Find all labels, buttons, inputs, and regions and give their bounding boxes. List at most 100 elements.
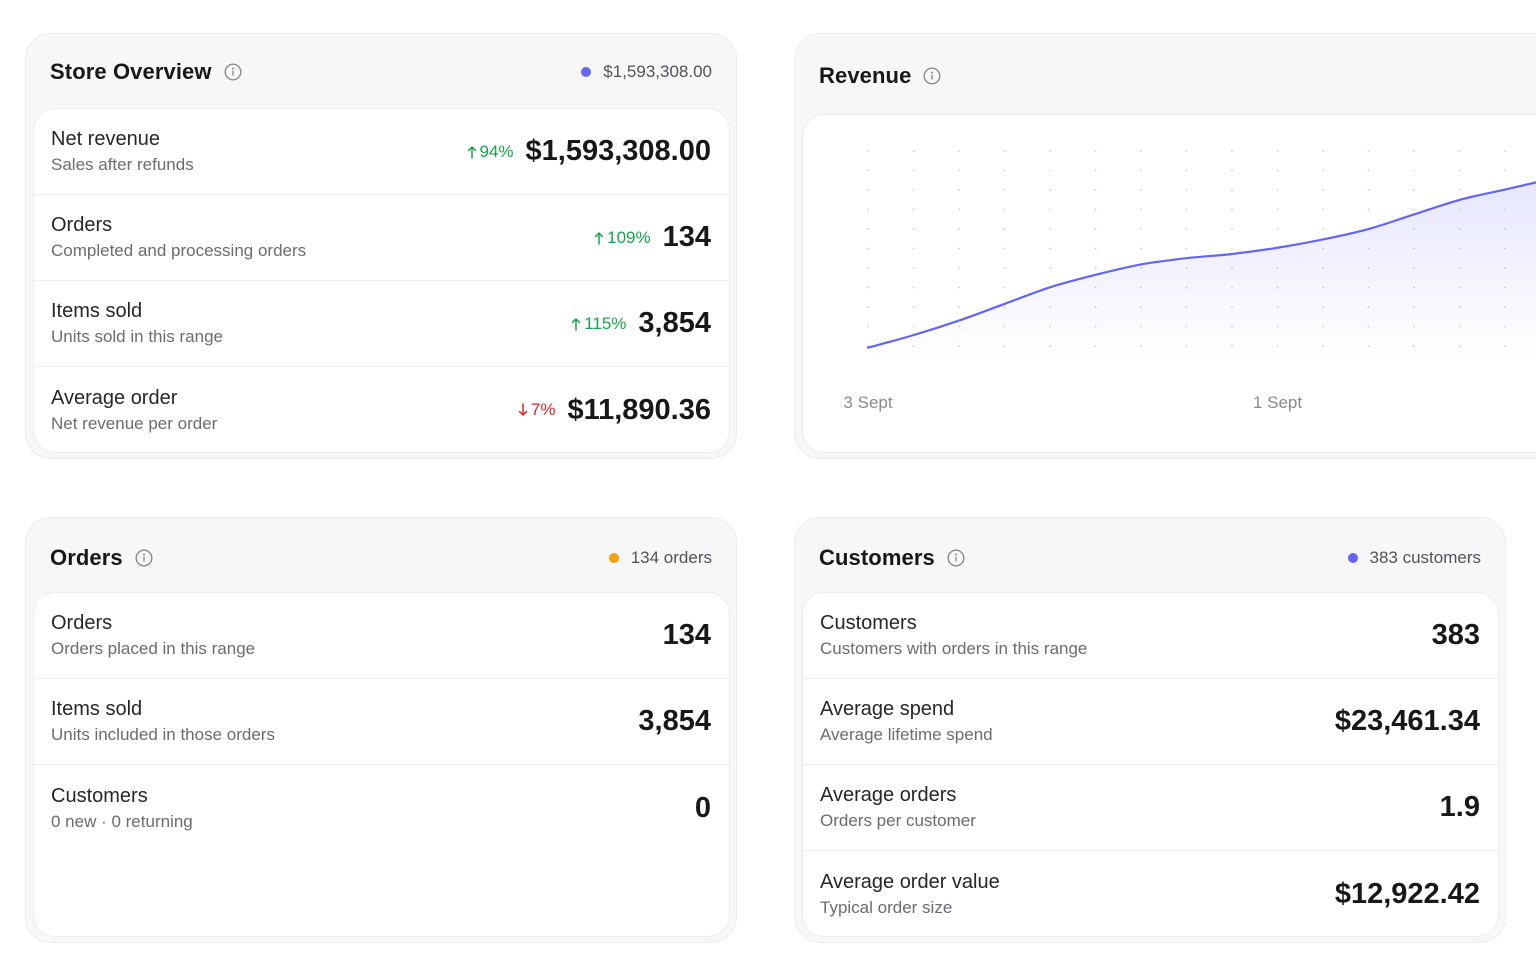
grid-dot (912, 286, 915, 289)
info-icon[interactable] (224, 63, 242, 81)
metric-subtitle: Orders placed in this range (51, 639, 256, 658)
orders-summary-value: 134 orders (630, 548, 712, 567)
metric-row-customers[interactable]: Customers Customers with orders in this … (803, 593, 1498, 679)
grid-dot (1231, 228, 1233, 230)
store-overview-summary: $1,593,308.00 (581, 62, 712, 82)
metric-title: Average spend (820, 698, 955, 720)
metric-row-customers[interactable]: Customers 0 new · 0 returning 0 (34, 765, 729, 851)
grid-dot (1140, 208, 1142, 211)
orders-summary: 134 orders (608, 548, 712, 568)
delta-badge: 115% (571, 314, 626, 334)
grid-dot (1094, 189, 1097, 191)
revenue-area (868, 182, 1536, 358)
grid-dot (1231, 169, 1233, 172)
metric-row-net-revenue[interactable]: Net revenue Sales after refunds 94% $1,5… (34, 109, 729, 195)
revenue-header: Revenue (819, 34, 1536, 118)
grid-dot (867, 247, 869, 250)
grid-dot (958, 169, 960, 172)
metric-row-orders[interactable]: Orders Completed and processing orders 1… (34, 195, 729, 281)
metric-title: Customers (820, 612, 917, 634)
arrow-up-icon (467, 145, 476, 159)
revenue-chart: 3 Sept 1 Sept (843, 150, 1536, 412)
grid-dot (1322, 208, 1324, 211)
grid-dot (1276, 228, 1279, 230)
metric-title: Orders (51, 612, 113, 634)
delta-badge: 7% (518, 400, 556, 420)
grid-dot (1322, 228, 1324, 230)
info-icon[interactable] (923, 67, 941, 85)
store-overview-title: Store Overview (50, 59, 212, 84)
grid-dot (912, 150, 915, 152)
metric-row-orders[interactable]: Orders Orders placed in this range 134 (34, 593, 729, 679)
metric-subtitle: Orders per customer (820, 811, 976, 830)
metric-subtitle: Units sold in this range (51, 327, 223, 346)
metric-title: Average order value (820, 870, 1000, 893)
grid-dot (1094, 169, 1097, 172)
grid-dot (1185, 208, 1188, 211)
metric-title: Orders (51, 214, 113, 236)
metric-subtitle: Units included in those orders (51, 725, 275, 744)
legend-dot-icon (1347, 553, 1358, 563)
grid-dot (1185, 228, 1188, 230)
grid-dot (1049, 208, 1051, 211)
revenue-chart-panel: 3 Sept 1 Sept (802, 114, 1536, 453)
grid-dot (1140, 247, 1142, 250)
grid-dot (867, 286, 869, 289)
x-tick-label: 3 Sept (843, 393, 892, 412)
metric-subtitle: Average lifetime spend (820, 725, 993, 744)
grid-dot (912, 189, 915, 191)
metric-value: $12,922.42 (1334, 877, 1480, 910)
delta-value: 94% (479, 141, 514, 161)
metric-title: Net revenue (51, 128, 160, 150)
delta-value: 109% (607, 227, 651, 247)
metric-row-average-order[interactable]: Average order Net revenue per order 7% $… (34, 367, 729, 452)
grid-dot (1322, 189, 1324, 191)
grid-dot (1458, 169, 1461, 172)
grid-dot (1231, 208, 1233, 211)
delta-value: 7% (530, 400, 556, 419)
metric-row-items-sold[interactable]: Items sold Units included in those order… (34, 679, 729, 765)
grid-dot (958, 189, 960, 191)
grid-dot (1322, 169, 1324, 172)
customers-metrics: Customers Customers with orders in this … (802, 592, 1499, 937)
metric-subtitle: Typical order size (820, 897, 953, 917)
grid-dot (867, 306, 869, 308)
metric-row-average-order-value[interactable]: Average order value Typical order size $… (803, 851, 1498, 936)
grid-dot (1185, 247, 1188, 250)
grid-dot (1003, 189, 1006, 191)
metric-value: 3,854 (638, 705, 711, 737)
store-overview-header: Store Overview $1,593,308.00 (50, 34, 712, 110)
grid-dot (1049, 189, 1051, 191)
grid-dot (1140, 169, 1142, 172)
grid-dot (958, 247, 960, 250)
grid-dot (1231, 247, 1233, 250)
grid-dot (1276, 150, 1279, 152)
grid-dot (912, 267, 915, 269)
grid-dot (1003, 247, 1006, 250)
metric-row-items-sold[interactable]: Items sold Units sold in this range 115%… (34, 281, 729, 367)
grid-dot (1094, 267, 1097, 269)
store-overview-metrics: Net revenue Sales after refunds 94% $1,5… (33, 108, 730, 453)
info-icon[interactable] (947, 549, 965, 567)
grid-dot (1003, 228, 1006, 230)
store-overview-summary-value: $1,593,308.00 (603, 62, 712, 81)
grid-dot (1003, 286, 1006, 289)
grid-dot (1094, 228, 1097, 230)
grid-dot (1413, 169, 1415, 172)
customers-title: Customers (819, 545, 935, 570)
grid-dot (1185, 169, 1188, 172)
grid-dot (958, 208, 960, 211)
info-icon[interactable] (135, 549, 153, 567)
grid-dot (1231, 150, 1233, 152)
x-axis: 3 Sept 1 Sept (843, 393, 1302, 412)
grid-dot (1003, 267, 1006, 269)
metric-value: 383 (1431, 619, 1480, 651)
delta-badge: 109% (594, 227, 651, 248)
revenue-title: Revenue (819, 63, 912, 88)
grid-dot (1003, 150, 1006, 152)
grid-dot (867, 208, 869, 211)
metric-row-average-spend[interactable]: Average spend Average lifetime spend $23… (803, 679, 1498, 765)
grid-dot (1049, 228, 1051, 230)
metric-subtitle: Completed and processing orders (51, 241, 307, 260)
metric-row-average-orders[interactable]: Average orders Orders per customer 1.9 (803, 765, 1498, 851)
